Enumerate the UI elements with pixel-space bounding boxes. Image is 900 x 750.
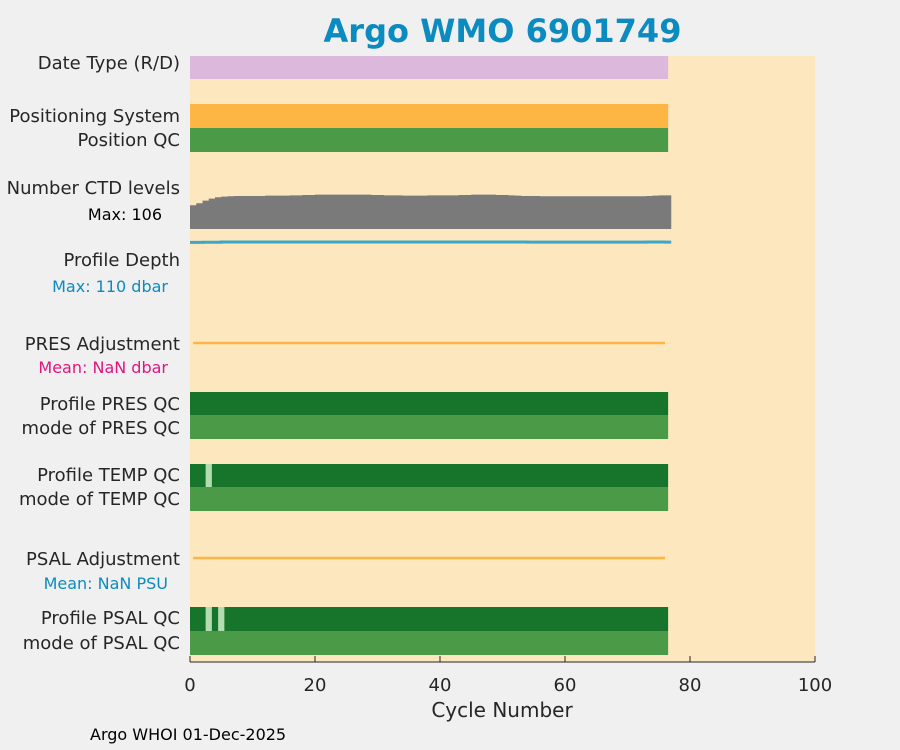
footer-credit: Argo WHOI 01-Dec-2025 (90, 725, 287, 744)
position-qc-band (190, 128, 669, 152)
row-label-profile-temp-qc: Profile TEMP QC (37, 465, 180, 486)
x-axis-label: Cycle Number (431, 698, 573, 722)
mode-temp-qc-band (190, 487, 669, 511)
row-label-pres-adjustment: PRES Adjustment (25, 334, 180, 355)
profile-psal-qc-band (190, 607, 669, 631)
psal-qc-light-cell (205, 607, 212, 631)
ctd-levels-area (190, 194, 672, 229)
x-tick-label: 0 (184, 675, 195, 696)
row-label-profile-depth: Profile Depth (63, 250, 180, 271)
row-label-date-type: Date Type (R/D) (38, 53, 180, 74)
psal-qc-light-cell (218, 607, 225, 631)
row-label-positioning-system: Positioning System (9, 106, 180, 127)
row-label-mode-temp-qc: mode of TEMP QC (19, 489, 180, 510)
x-tick-label: 20 (304, 675, 327, 696)
row-label-mode-psal-qc: mode of PSAL QC (23, 633, 180, 654)
row-sublabel-psal-adjustment: Mean: NaN PSU (44, 574, 168, 593)
row-sublabel-profile-depth: Max: 110 dbar (52, 277, 168, 296)
row-sublabel-pres-adjustment: Mean: NaN dbar (38, 358, 168, 377)
row-label-position-qc: Position QC (77, 130, 180, 151)
row-label-profile-psal-qc: Profile PSAL QC (41, 608, 180, 629)
row-label-mode-pres-qc: mode of PRES QC (22, 418, 180, 439)
date-type-band (190, 56, 669, 79)
row-label-n-levels: Number CTD levels (7, 178, 180, 199)
row-labels: Date Type (R/D) Positioning System Positio… (7, 53, 180, 654)
profile-temp-qc-band (190, 464, 669, 487)
temp-qc-light-cell (205, 464, 212, 487)
bars-layer (190, 56, 672, 655)
row-label-profile-pres-qc: Profile PRES QC (40, 394, 180, 415)
x-tick-label: 40 (429, 675, 452, 696)
profile-pres-qc-band (190, 392, 669, 415)
x-tick-label: 100 (798, 675, 832, 696)
row-label-psal-adjustment: PSAL Adjustment (26, 549, 180, 570)
x-tick-label: 80 (679, 675, 702, 696)
row-sublabel-n-levels: Max: 106 (88, 205, 162, 224)
plot-background (190, 56, 815, 662)
positioning-system-band (190, 104, 669, 128)
chart-title: Argo WMO 6901749 (323, 12, 682, 50)
x-tick-label: 60 (554, 675, 577, 696)
mode-psal-qc-band (190, 631, 669, 655)
x-axis: 0 20 40 60 80 100 (184, 656, 832, 696)
mode-pres-qc-band (190, 415, 669, 439)
